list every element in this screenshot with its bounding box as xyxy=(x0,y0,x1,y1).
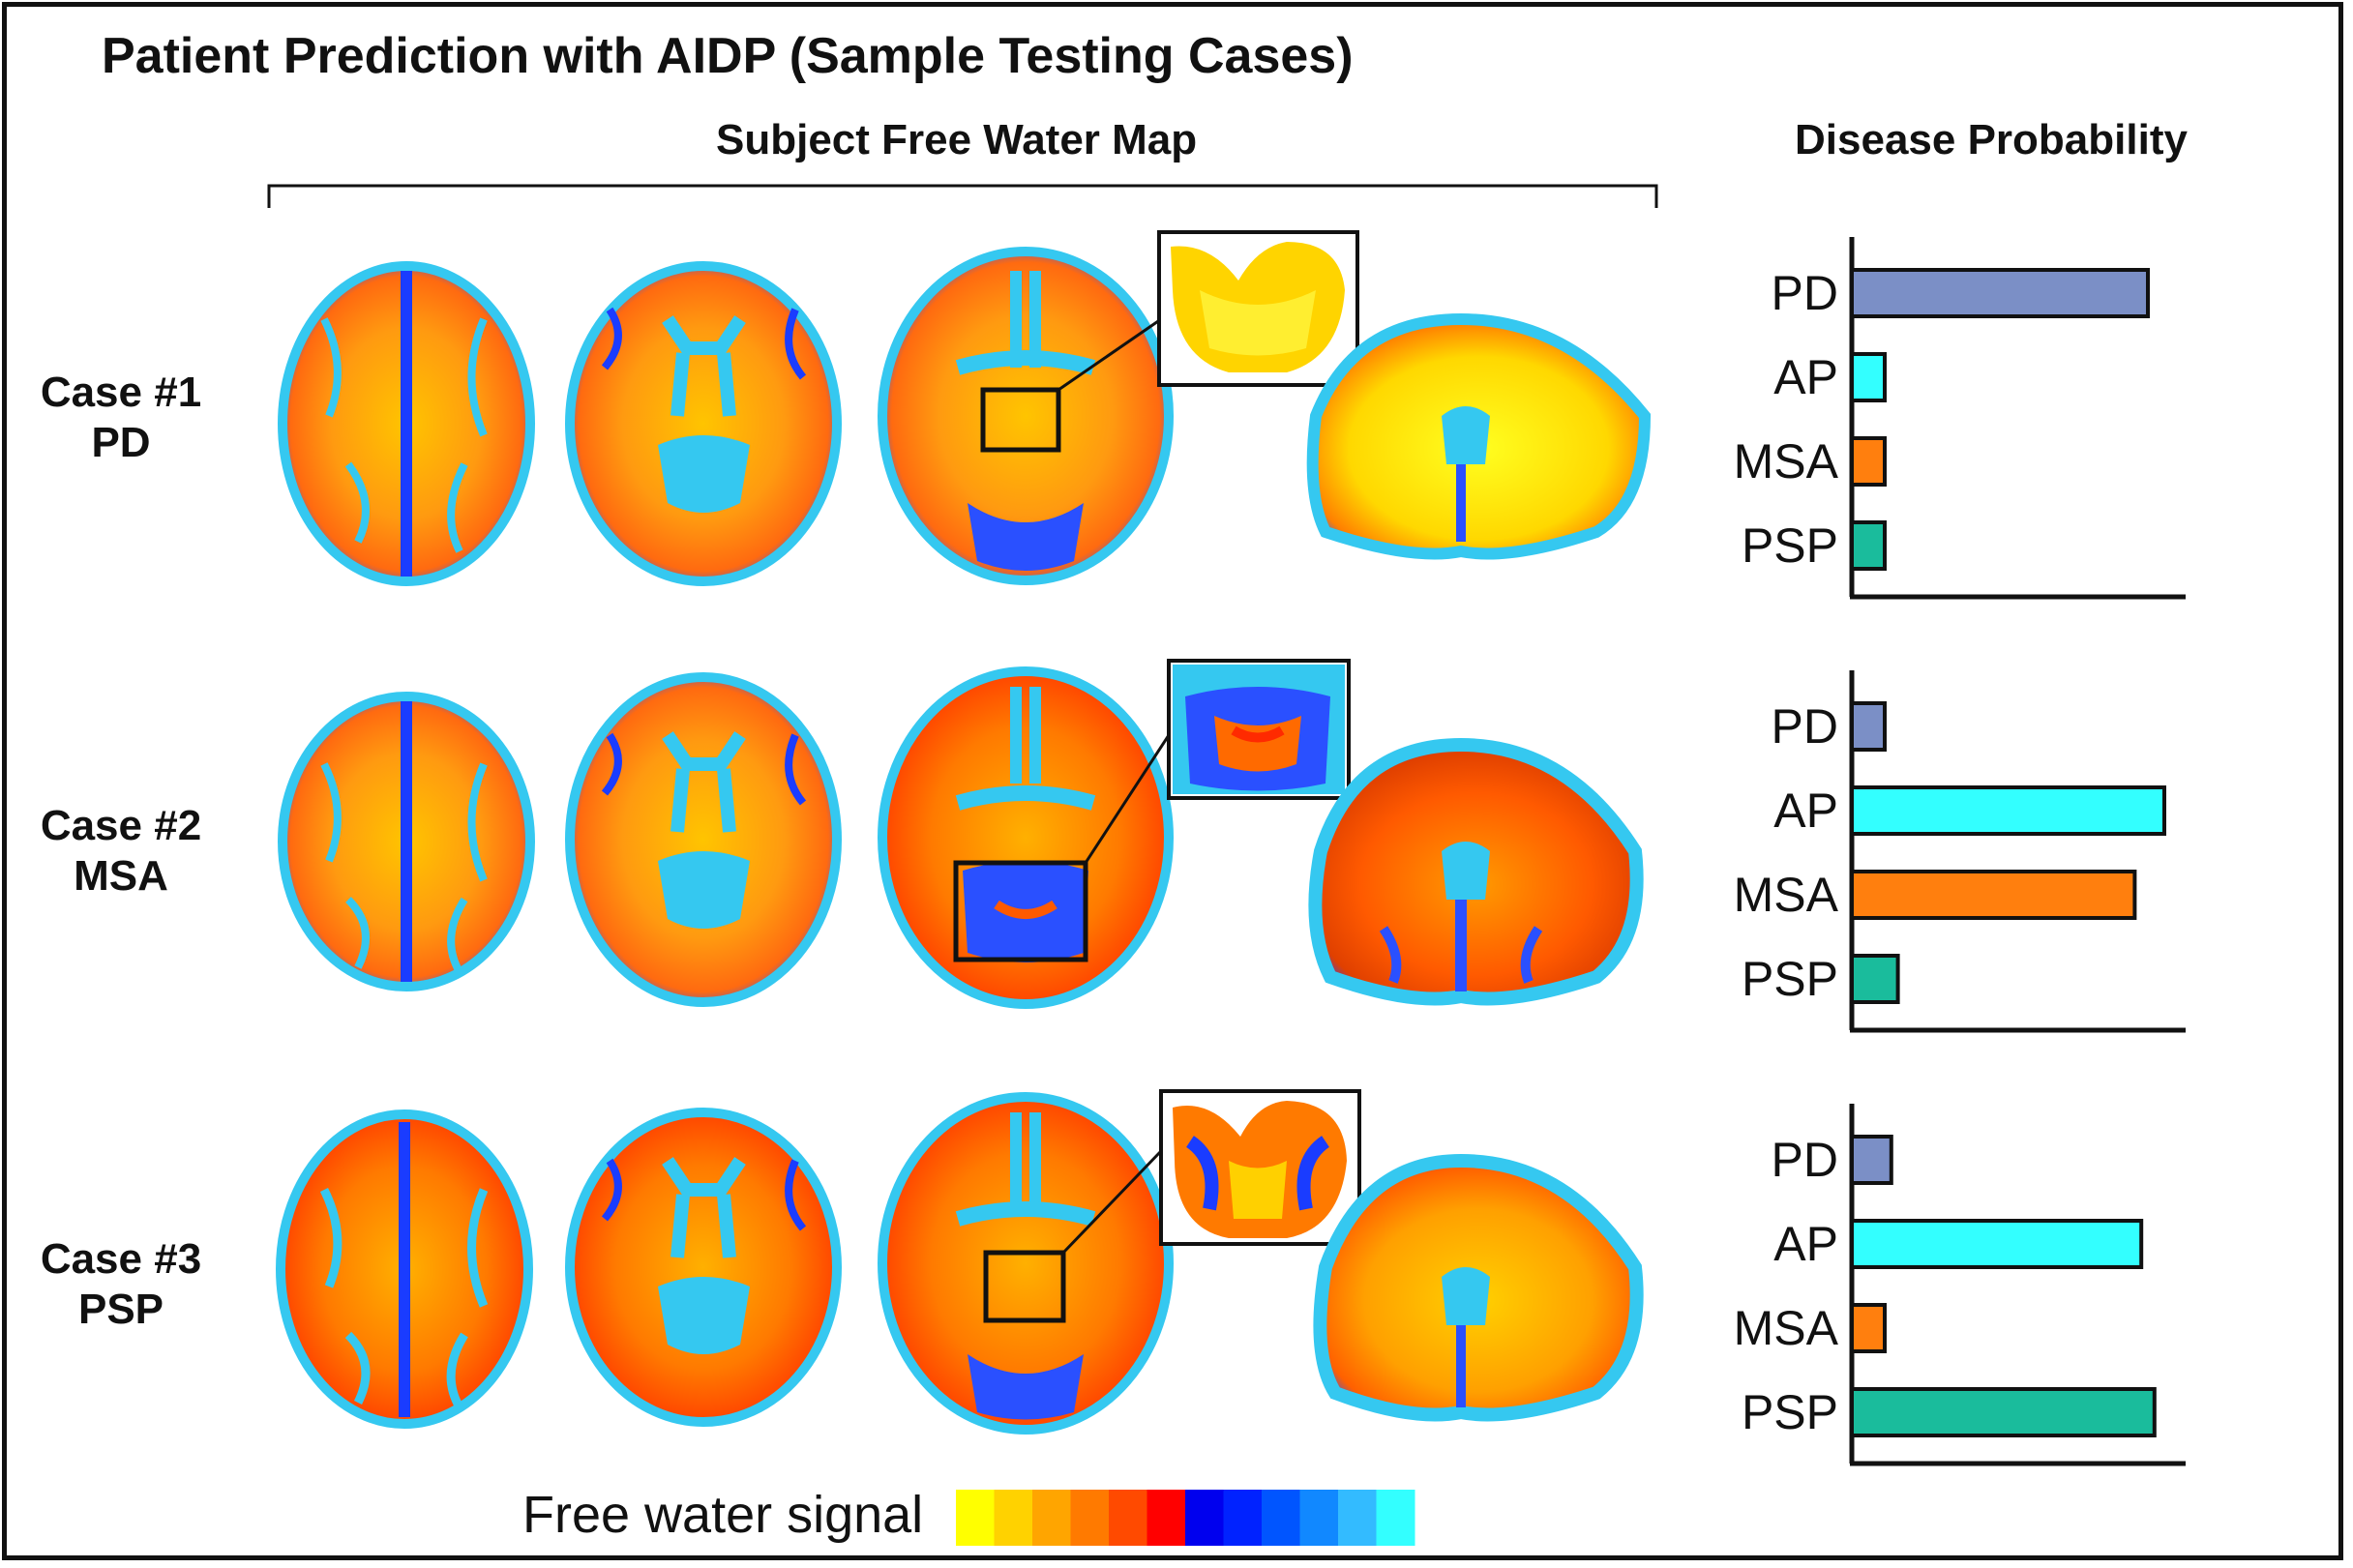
case-2-roi-box xyxy=(953,860,1088,962)
colorbar-swatch xyxy=(1338,1490,1377,1546)
case-2-slice-2 xyxy=(565,672,842,1007)
case-3-diagnosis: PSP xyxy=(77,1286,164,1333)
tick-label-msa: MSA xyxy=(1734,868,1839,922)
tick-label-pd: PD xyxy=(1772,699,1838,754)
figure-title: Patient Prediction with AIDP (Sample Tes… xyxy=(102,28,1354,84)
tick-label-pd: PD xyxy=(1772,1133,1838,1187)
probability-chart-case-3: PD AP MSA PSP xyxy=(1734,1104,2186,1466)
bar-pd xyxy=(1850,1135,1893,1185)
case-3-roi-box xyxy=(983,1250,1066,1323)
case-1-diagnosis: PD xyxy=(91,419,151,466)
colorbar-swatch xyxy=(1147,1490,1186,1546)
colorbar-swatch xyxy=(1223,1490,1263,1546)
case-3-number: Case #3 xyxy=(40,1235,202,1283)
tick-label-psp: PSP xyxy=(1742,518,1838,573)
case-3-slice-3 xyxy=(878,1092,1174,1435)
tick-label-psp: PSP xyxy=(1742,952,1838,1006)
colorbar-swatch xyxy=(956,1490,995,1546)
case-3-slice-2 xyxy=(565,1108,842,1427)
case-3-label: Case #3 PSP xyxy=(10,1234,232,1335)
case-1-number: Case #1 xyxy=(40,369,202,416)
case-3-cerebellum xyxy=(1313,1153,1644,1422)
case-2-zoom-inset xyxy=(1167,659,1351,800)
bar-ap xyxy=(1850,785,2166,836)
free-water-legend-label: Free water signal xyxy=(522,1486,924,1544)
colorbar-swatch xyxy=(1262,1490,1300,1546)
case-1-label: Case #1 PD xyxy=(10,368,232,468)
case-3-slice-1 xyxy=(276,1109,533,1429)
case-1-brain-slices xyxy=(278,230,1652,586)
disease-probability-header: Disease Probability xyxy=(1795,116,2188,163)
case-3-zoom-inset xyxy=(1159,1089,1361,1246)
colorbar-swatch xyxy=(1185,1490,1224,1546)
case-3-brain-slices xyxy=(276,1089,1644,1435)
tick-label-ap: AP xyxy=(1773,784,1838,838)
case-2-slice-3 xyxy=(878,666,1174,1009)
bar-pd xyxy=(1850,268,2150,318)
case-1-zoom-inset xyxy=(1157,230,1359,387)
bar-psp xyxy=(1850,954,1900,1004)
tick-label-msa: MSA xyxy=(1734,434,1839,488)
tick-label-psp: PSP xyxy=(1742,1385,1838,1439)
colorbar-swatch xyxy=(1032,1490,1071,1546)
case-1-slice-3 xyxy=(878,247,1174,585)
probability-chart-case-2: PD AP MSA PSP xyxy=(1734,670,2186,1033)
bar-msa xyxy=(1850,1303,1887,1353)
probability-charts: PD AP MSA PSP PD AP MSA PSP PD AP MSA PSP xyxy=(1734,237,2186,1466)
free-water-map-header: Subject Free Water Map xyxy=(716,116,1198,163)
case-1-roi-box xyxy=(980,387,1061,453)
bar-ap xyxy=(1850,1219,2144,1269)
colorbar-swatch xyxy=(1376,1490,1415,1546)
tick-label-ap: AP xyxy=(1773,350,1838,404)
case-2-slice-1 xyxy=(278,692,535,991)
bar-pd xyxy=(1850,701,1887,752)
colorbar-swatch xyxy=(994,1490,1033,1546)
bar-psp xyxy=(1850,1387,2157,1437)
free-water-colorbar xyxy=(956,1490,1415,1546)
case-2-cerebellum xyxy=(1308,737,1644,1006)
bar-msa xyxy=(1850,870,2137,920)
colorbar-swatch xyxy=(1299,1490,1339,1546)
case-2-number: Case #2 xyxy=(40,802,202,849)
case-1-slice-1 xyxy=(278,261,535,586)
colorbar-swatch xyxy=(1070,1490,1110,1546)
bar-msa xyxy=(1850,436,1887,487)
case-1-cerebellum xyxy=(1306,312,1652,560)
tick-label-msa: MSA xyxy=(1734,1301,1839,1355)
tick-label-ap: AP xyxy=(1773,1217,1838,1271)
case-1-slice-2 xyxy=(565,261,842,586)
colorbar-swatch xyxy=(1109,1490,1147,1546)
bar-ap xyxy=(1850,352,1887,402)
probability-chart-case-1: PD AP MSA PSP xyxy=(1734,237,2186,600)
bar-psp xyxy=(1850,520,1887,571)
case-2-brain-slices xyxy=(278,659,1644,1009)
case-2-diagnosis: MSA xyxy=(74,852,168,900)
tick-label-pd: PD xyxy=(1772,266,1838,320)
map-bracket xyxy=(267,184,1658,208)
case-2-label: Case #2 MSA xyxy=(10,801,232,902)
